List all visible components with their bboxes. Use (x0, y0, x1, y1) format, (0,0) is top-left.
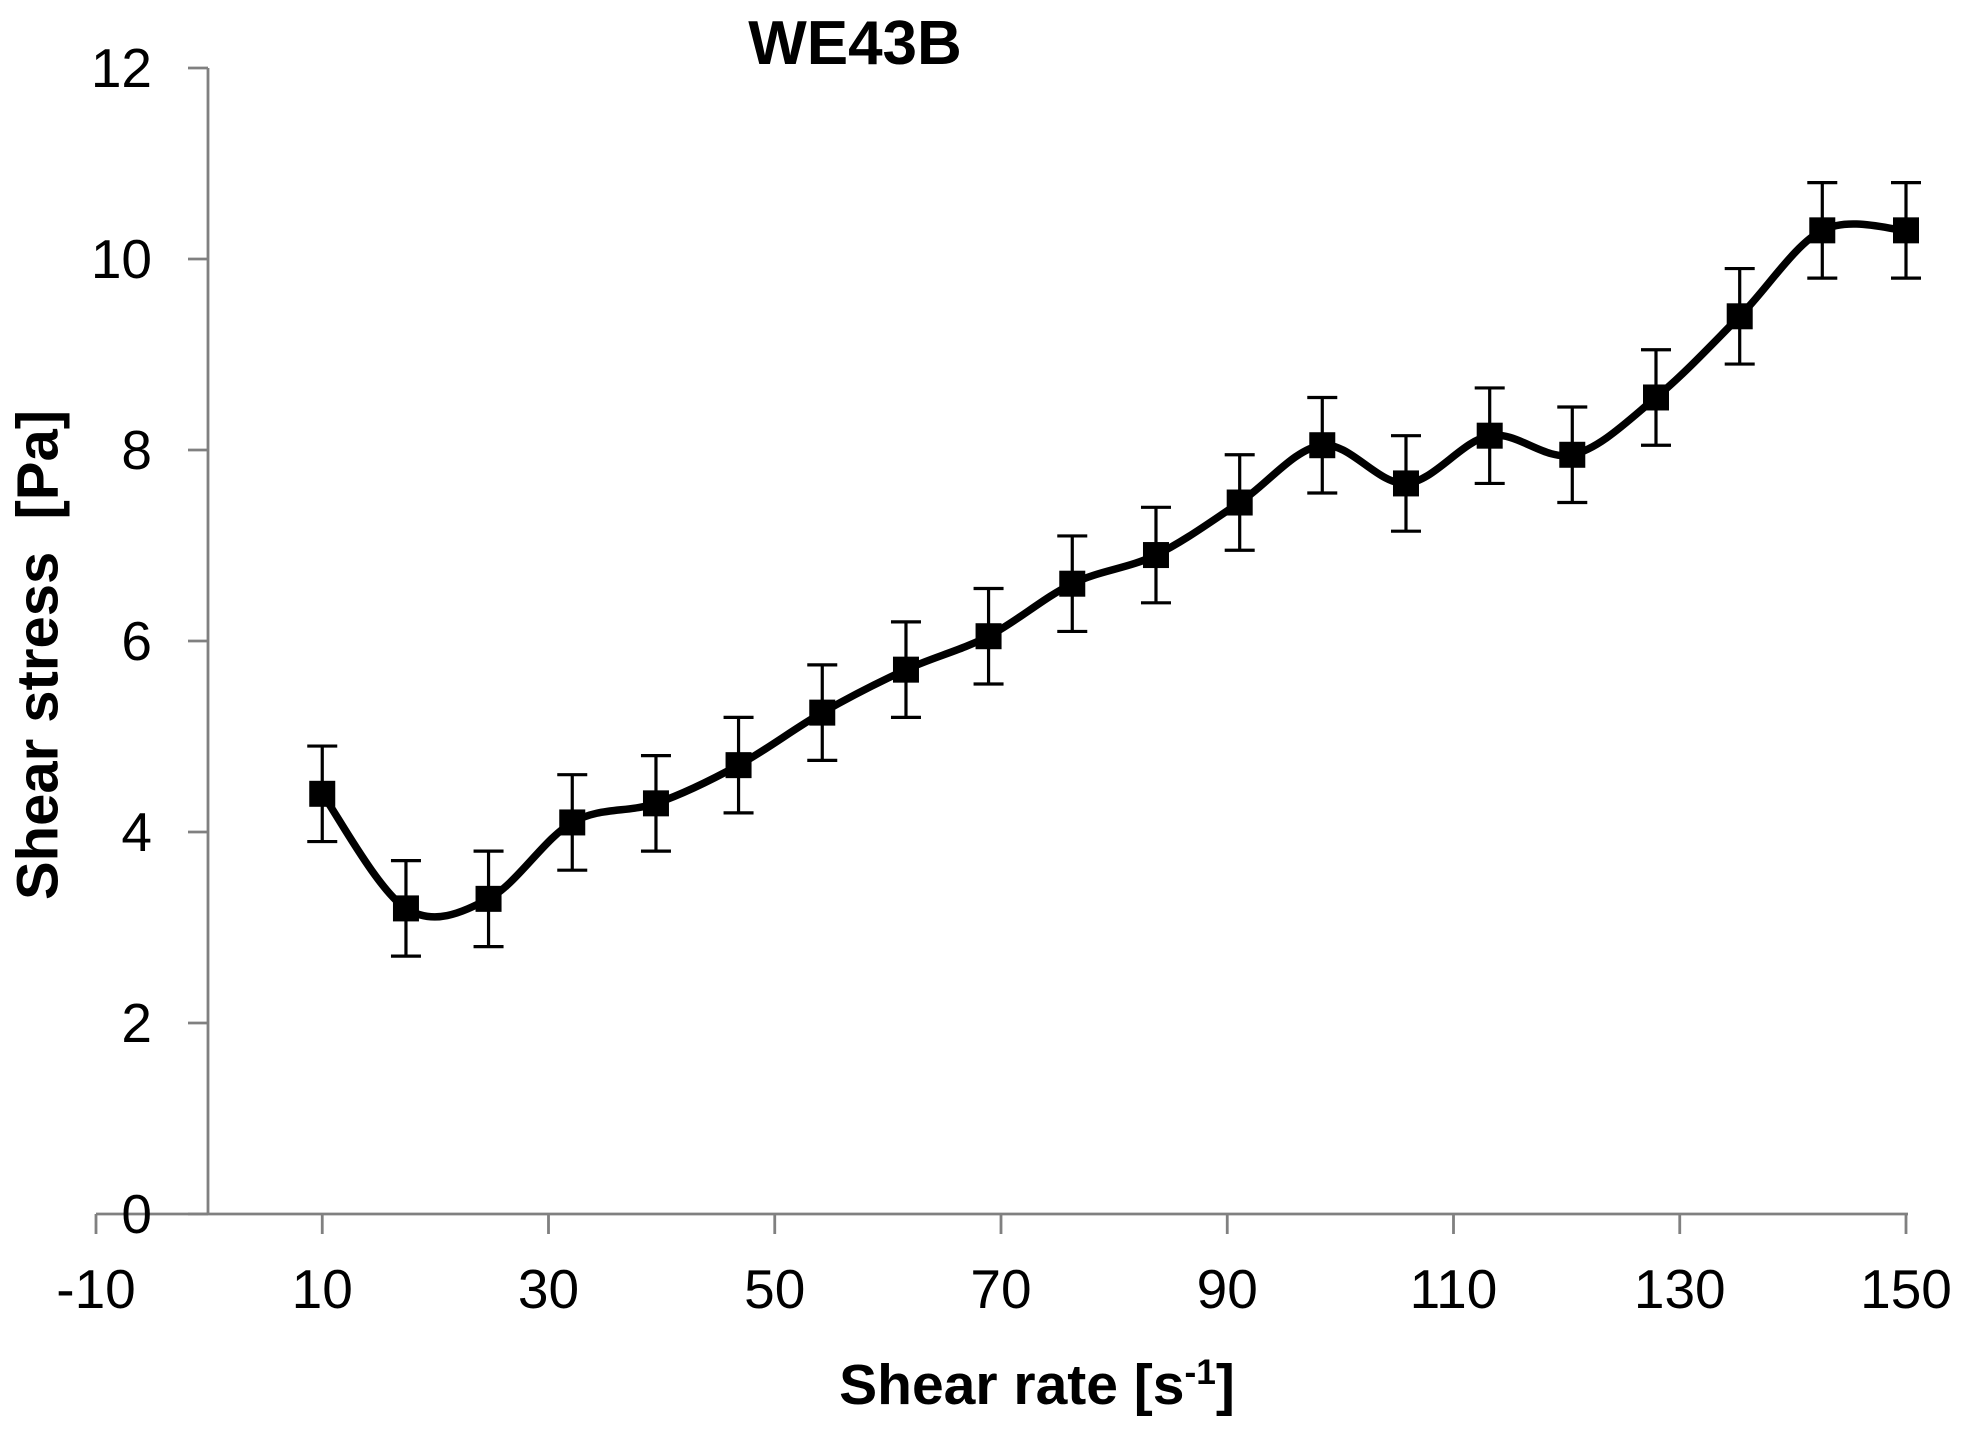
y-axis-tick-label: 12 (91, 37, 152, 99)
data-point-marker (892, 656, 919, 683)
x-axis-title-bracket: ] (1215, 1353, 1235, 1417)
x-axis-title: Shear rate [s-1] (839, 1352, 1235, 1418)
x-axis-tick-label: 70 (970, 1258, 1031, 1320)
data-point-marker (309, 780, 336, 807)
x-axis-tick-label: 30 (518, 1258, 579, 1320)
data-point-marker (809, 699, 836, 726)
y-axis-tick-label: 6 (121, 610, 152, 672)
x-axis-tick-label: 130 (1634, 1258, 1726, 1320)
data-point-marker (1392, 470, 1419, 497)
data-point-marker (1809, 217, 1836, 244)
x-axis-tick-label: 50 (744, 1258, 805, 1320)
x-axis-tick-label: 90 (1197, 1258, 1258, 1320)
data-point-marker (1309, 432, 1336, 459)
data-point-marker (475, 885, 502, 912)
data-point-marker (392, 895, 419, 922)
chart-title: WE43B (748, 9, 962, 78)
data-point-marker (1726, 303, 1753, 330)
y-axis-tick-label: 4 (121, 801, 152, 863)
data-point-marker (1642, 384, 1669, 411)
x-axis-title-text: Shear rate [s (839, 1353, 1185, 1417)
data-point-marker (559, 809, 586, 836)
x-axis-title-superscript: -1 (1184, 1353, 1216, 1392)
data-point-marker (1059, 570, 1086, 597)
x-axis-tick-label: 150 (1860, 1258, 1952, 1320)
x-axis-tick-label: 10 (292, 1258, 353, 1320)
data-point-marker (975, 623, 1002, 650)
y-axis-tick-label: 8 (121, 419, 152, 481)
y-axis-tick-label: 0 (121, 1183, 152, 1245)
y-axis-tick-label: 10 (91, 228, 152, 290)
data-point-marker (1142, 542, 1169, 569)
x-axis-tick-label: 110 (1410, 1258, 1498, 1320)
data-point-marker (1226, 489, 1253, 516)
data-point-marker (725, 752, 752, 779)
data-point-marker (1893, 217, 1919, 244)
x-axis-tick-label: -10 (56, 1258, 136, 1320)
data-point-marker (1559, 441, 1586, 468)
data-point-marker (1476, 422, 1503, 449)
y-axis-tick-label: 2 (121, 992, 152, 1054)
data-point-marker (642, 790, 669, 817)
